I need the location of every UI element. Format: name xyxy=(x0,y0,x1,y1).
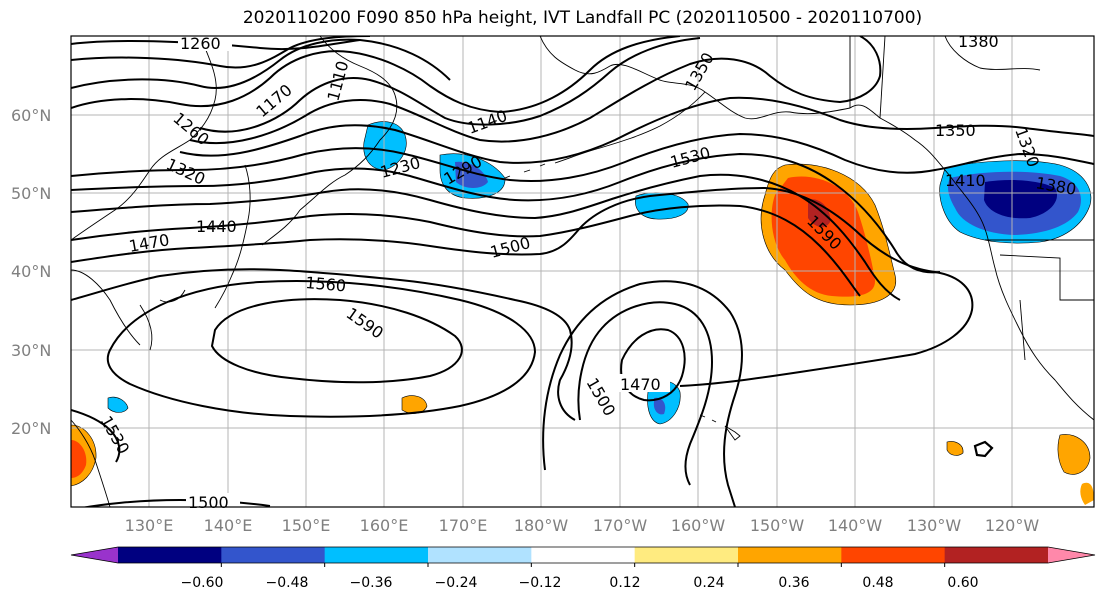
colorbar-swatch xyxy=(531,547,636,563)
lat-label: 30°N xyxy=(11,341,51,360)
contour-label: 1590 xyxy=(343,304,387,343)
colorbar-swatch xyxy=(841,547,946,563)
negative-anomaly-kamchatka xyxy=(363,121,407,171)
colorbar-tick-label: −0.60 xyxy=(181,575,224,591)
ivt-shading xyxy=(71,121,1094,505)
colorbar-outline xyxy=(70,546,1096,564)
lat-label: 50°N xyxy=(11,184,51,203)
lon-label: 120°W xyxy=(985,516,1040,535)
lat-label: 20°N xyxy=(11,419,51,438)
map-frame xyxy=(70,35,1095,508)
lat-label: 60°N xyxy=(11,106,51,125)
lon-label: 130°E xyxy=(125,516,174,535)
lon-label: 170°E xyxy=(439,516,488,535)
longitude-labels: 130°E 140°E 150°E 160°E 170°E 180°W 170°… xyxy=(125,516,1040,535)
colorbar-swatch xyxy=(221,547,326,563)
lon-label: 160°W xyxy=(671,516,726,535)
contour-label: 1260 xyxy=(180,34,221,53)
contour-label: 1440 xyxy=(196,217,237,236)
colorbar-tick-label: 0.60 xyxy=(947,575,978,591)
contour-label: 1500 xyxy=(488,233,532,262)
contour-label: 1140 xyxy=(465,106,510,138)
colorbar xyxy=(70,546,1096,567)
colorbar-tick-label: −0.12 xyxy=(519,575,562,591)
colorbar-swatch xyxy=(118,547,222,563)
contour-label: 1530 xyxy=(97,413,134,458)
contour-label: 1500 xyxy=(583,375,620,420)
negative-anomaly-west-coast-core xyxy=(984,180,1058,219)
colorbar-swatch xyxy=(428,547,532,563)
colorbar-tick-label: 0.36 xyxy=(778,575,809,591)
lon-label: 160°E xyxy=(360,516,409,535)
lat-label: 40°N xyxy=(11,262,51,281)
lon-label: 150°W xyxy=(750,516,805,535)
latitude-labels: 60°N 50°N 40°N 30°N 20°N xyxy=(11,106,51,438)
contour-label: 1110 xyxy=(324,59,353,103)
graticule xyxy=(71,36,1094,507)
contour-label: 1410 xyxy=(945,171,986,190)
height-contours xyxy=(71,36,1094,507)
contour-label: 1380 xyxy=(958,32,999,51)
colorbar-swatch xyxy=(944,547,1049,563)
contour-label: 1320 xyxy=(163,154,208,188)
colorbar-swatch xyxy=(634,547,739,563)
contour-label: 1470 xyxy=(620,375,661,394)
coastlines xyxy=(71,36,1094,507)
colorbar-extend-high xyxy=(1048,547,1095,563)
contour-label: 1470 xyxy=(127,230,170,256)
contour-label: 1560 xyxy=(305,273,347,295)
colorbar-swatch xyxy=(324,547,429,563)
colorbar-tick-label: 0.12 xyxy=(609,575,640,591)
contour-label: 1500 xyxy=(188,493,229,512)
contour-label: 1350 xyxy=(681,49,718,94)
colorbar-tick-label: −0.36 xyxy=(350,575,393,591)
lon-label: 140°E xyxy=(204,516,253,535)
lon-label: 130°W xyxy=(907,516,962,535)
contour-label: 1530 xyxy=(668,143,712,172)
colorbar-ticks: −0.60 −0.48 −0.36 −0.24 −0.12 0.12 0.24 … xyxy=(181,575,979,591)
lon-label: 180°W xyxy=(514,516,569,535)
colorbar-tick-label: −0.24 xyxy=(435,575,478,591)
colorbar-swatch xyxy=(738,547,842,563)
colorbar-tick-label: −0.48 xyxy=(266,575,309,591)
lon-label: 170°W xyxy=(593,516,648,535)
map-title: 2020110200 F090 850 hPa height, IVT Land… xyxy=(242,8,923,28)
colorbar-extend-low xyxy=(71,547,118,563)
lon-label: 140°W xyxy=(828,516,883,535)
colorbar-tick-label: 0.48 xyxy=(862,575,893,591)
contour-label: 1350 xyxy=(935,121,976,140)
colorbar-tick-label: 0.24 xyxy=(693,575,724,591)
positive-anomaly-ne-pacific-core xyxy=(771,176,876,297)
lon-label: 150°E xyxy=(282,516,331,535)
